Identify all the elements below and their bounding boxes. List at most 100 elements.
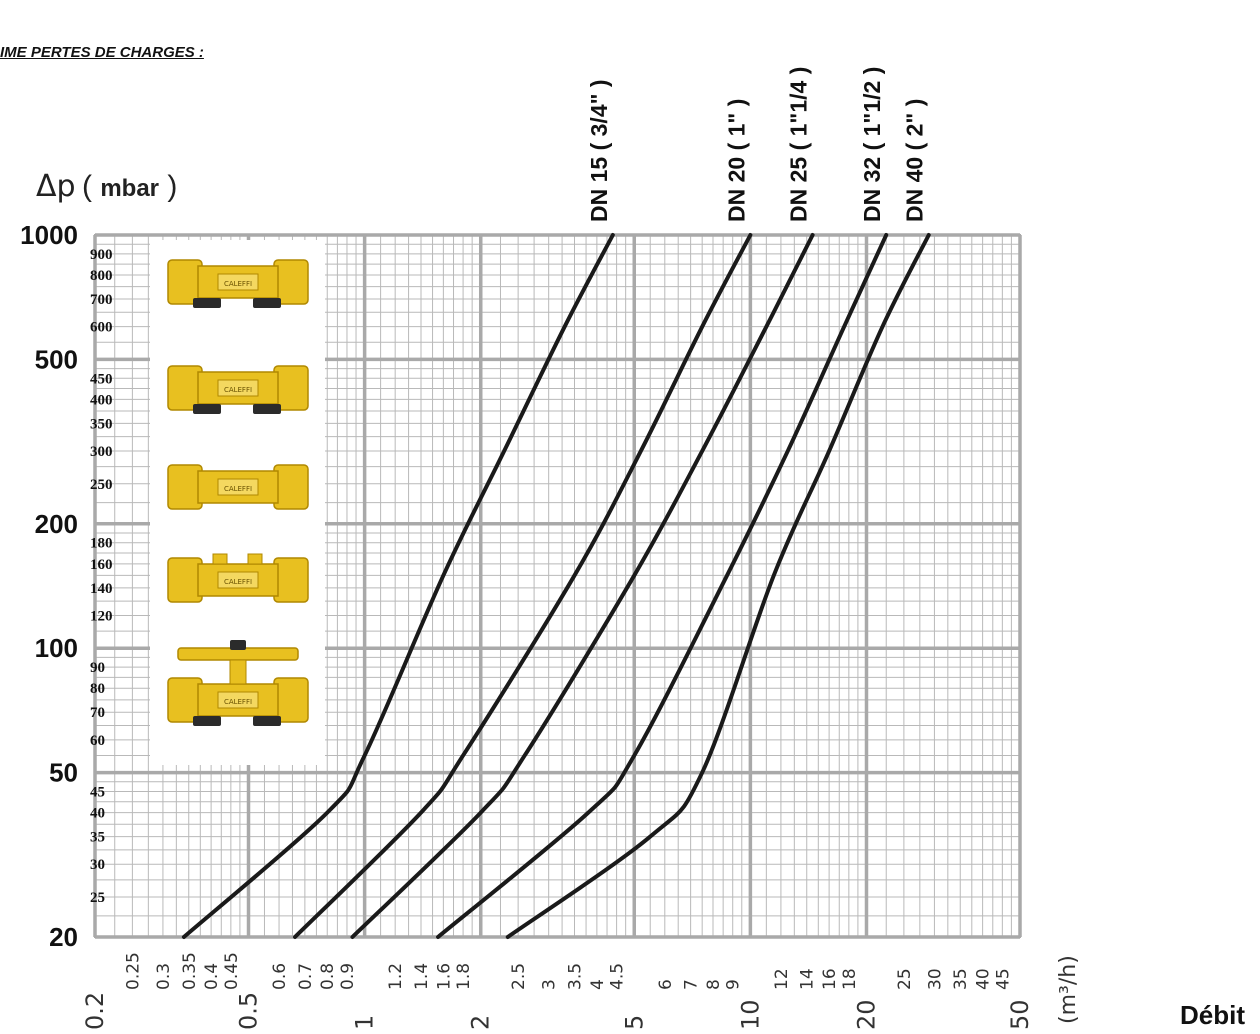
y-tick-minor-label: 800: [90, 268, 113, 284]
x-tick-minor-label: 0.7: [296, 963, 316, 990]
ball-valve-butterfly-handle-icon: CALEFFI: [167, 640, 309, 726]
y-tick-minor-label: 400: [90, 392, 113, 408]
y-tick-major-label: 50: [49, 758, 78, 788]
y-tick-minor-label: 30: [90, 857, 105, 873]
y-axis-symbol: Δp: [36, 169, 76, 204]
x-tick-minor-label: 1.6: [434, 963, 454, 990]
x-tick-minor-label: 0.3: [154, 963, 174, 990]
y-axis-unit: ( mbar ): [82, 170, 177, 203]
series-label: DN 32 ( 1"1/2 ): [859, 67, 885, 222]
y-tick-minor-label: 700: [90, 292, 113, 308]
fitting-nut-right: [273, 464, 309, 510]
x-tick-minor-label: 30: [925, 968, 945, 990]
x-tick-minor-label: 40: [974, 968, 994, 990]
x-tick-major-label: 10: [736, 999, 764, 1030]
cap-left: [193, 404, 221, 414]
y-tick-minor-label: 35: [90, 830, 105, 846]
x-tick-minor-label: 3.5: [565, 963, 585, 990]
x-tick-minor-label: 1.2: [386, 963, 406, 990]
brand-label: CALEFFI: [224, 280, 252, 288]
strainer-valve-icon: CALEFFI: [167, 464, 309, 510]
x-tick-minor-label: 35: [951, 968, 971, 990]
cap-right: [253, 298, 281, 308]
y-tick-minor-label: 450: [90, 371, 113, 387]
series-curve: [436, 233, 889, 939]
x-tick-minor-label: 6: [656, 979, 676, 990]
x-tick-minor-label: 2.5: [509, 963, 529, 990]
x-tick-minor-label: 0.8: [318, 963, 338, 990]
x-tick-minor-label: 14: [798, 968, 818, 990]
series-curve: [181, 233, 615, 939]
x-tick-major-label: 2: [467, 1015, 495, 1030]
y-tick-minor-label: 900: [90, 247, 113, 263]
fitting-nut-right: [273, 677, 309, 723]
fitting-nut-right: [273, 557, 309, 603]
fitting-window: [217, 571, 259, 589]
y-tick-minor-label: 140: [90, 581, 113, 597]
y-tick-minor-label: 250: [90, 477, 113, 493]
y-tick-minor-label: 60: [90, 733, 105, 749]
x-tick-major-label: 5: [620, 1015, 648, 1030]
brand-label: CALEFFI: [224, 386, 252, 394]
fitting-nut-left: [167, 677, 203, 723]
brand-label: CALEFFI: [224, 485, 252, 493]
cap-left: [193, 716, 221, 726]
y-tick-minor-label: 90: [90, 660, 105, 676]
y-tick-minor-label: 160: [90, 557, 113, 573]
y-tick-major-label: 100: [35, 633, 78, 663]
chart-heading: IME PERTES DE CHARGES :: [0, 44, 204, 61]
y-tick-minor-label: 180: [90, 536, 113, 552]
y-tick-minor-label: 120: [90, 608, 113, 624]
series-curve: [505, 233, 931, 939]
fitting-nut-right: [273, 365, 309, 411]
x-tick-minor-label: 18: [840, 968, 860, 990]
x-tick-minor-label: 16: [820, 968, 840, 990]
x-tick-minor-label: 0.4: [202, 963, 222, 990]
x-tick-minor-label: 8: [704, 979, 724, 990]
fitting-window: [217, 691, 259, 709]
cap-right: [253, 716, 281, 726]
y-tick-minor-label: 600: [90, 320, 113, 336]
union-fitting-icon: CALEFFI: [167, 553, 309, 603]
fitting-nut-left: [167, 365, 203, 411]
ball-valve-male-thread-icon: CALEFFI: [167, 365, 309, 414]
x-tick-minor-label: 3: [540, 979, 560, 990]
x-tick-minor-label: 0.45: [222, 952, 242, 990]
x-axis-title: Débit: [1180, 1000, 1245, 1030]
x-tick-minor-label: 0.25: [123, 952, 143, 990]
brand-label: CALEFFI: [224, 578, 252, 586]
y-tick-minor-label: 350: [90, 416, 113, 432]
series-labels: DN 15 ( 3/4" ) DN 20 ( 1" ) DN 25 ( 1"1/4 …: [586, 67, 928, 222]
x-tick-major-label: 1: [351, 1015, 379, 1030]
fitting-nut-right: [273, 259, 309, 305]
x-tick-minor-label: 45: [993, 968, 1013, 990]
y-axis-ticks: 1000 500 200 100 50 20 900 800 700 600 450 400 350 30…: [20, 220, 112, 952]
handle-stem: [229, 659, 247, 685]
y-tick-minor-label: 80: [90, 681, 105, 697]
x-tick-minor-label: 0.35: [180, 952, 200, 990]
union-tab-left: [212, 553, 228, 565]
x-tick-minor-label: 1.4: [412, 963, 432, 990]
handle-nut: [230, 640, 246, 650]
x-tick-major-label: 0.5: [235, 992, 263, 1030]
x-tick-minor-label: 1.8: [454, 963, 474, 990]
y-axis-unit-text: mbar: [100, 175, 159, 202]
cap-right: [253, 404, 281, 414]
y-tick-major-label: 20: [49, 922, 78, 952]
ball-valve-body-caps-icon: CALEFFI: [167, 259, 309, 308]
y-tick-major-label: 1000: [20, 220, 78, 250]
x-tick-minor-label: 4: [588, 979, 608, 990]
x-tick-minor-label: 7: [682, 979, 702, 990]
y-tick-major-label: 200: [35, 509, 78, 539]
x-tick-major-label: 50: [1006, 999, 1034, 1030]
fitting-nut-left: [167, 464, 203, 510]
cap-left: [193, 298, 221, 308]
series-label: DN 15 ( 3/4" ): [586, 79, 612, 222]
y-tick-minor-label: 45: [90, 784, 105, 800]
series-curves: [181, 233, 931, 939]
series-label: DN 25 ( 1"1/4 ): [786, 67, 812, 222]
series-curve: [350, 233, 815, 939]
x-axis-unit: (m³/h): [1056, 955, 1081, 1024]
y-tick-minor-label: 300: [90, 444, 113, 460]
